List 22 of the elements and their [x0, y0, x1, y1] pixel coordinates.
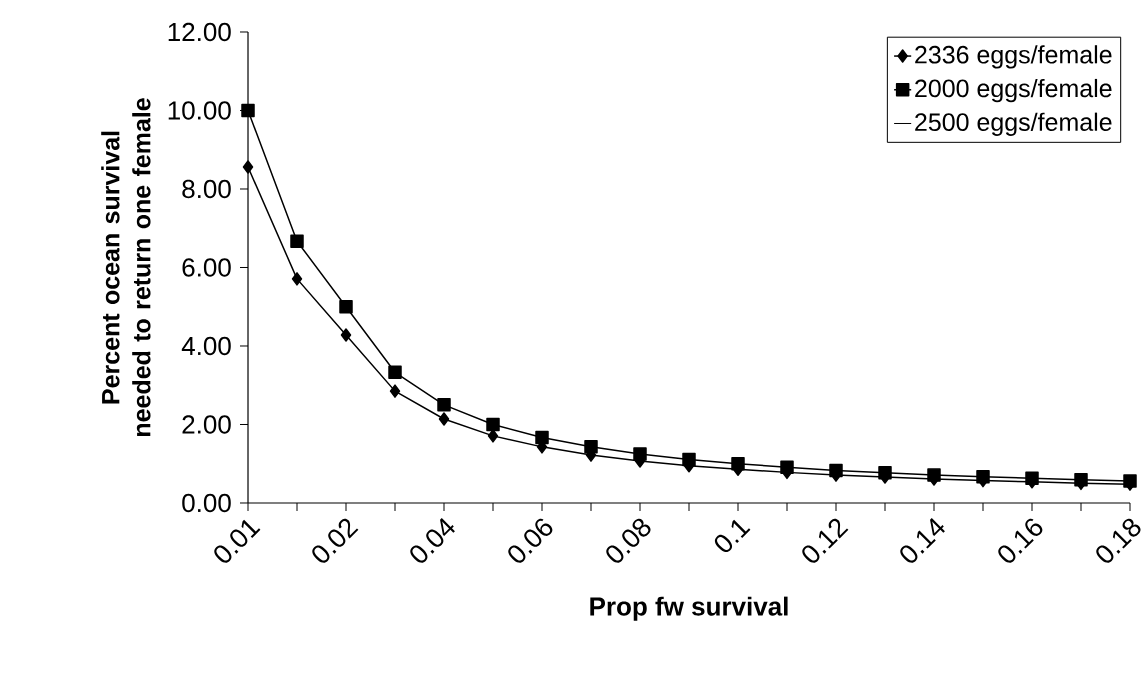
x-tick-label: 0.18 — [1096, 518, 1141, 563]
y-tick-label: 4.00 — [181, 336, 231, 356]
x-tick-label: 0.04 — [410, 518, 455, 563]
y-tick-label: 8.00 — [182, 179, 231, 199]
x-tick-label: 0.02 — [312, 518, 359, 563]
y-tick-label: 2.00 — [182, 415, 231, 434]
x-tick-label: 0.16 — [998, 518, 1043, 563]
y-tick-label: 10.00 — [168, 101, 231, 120]
y-tick-label: 0.00 — [182, 493, 231, 513]
x-tick-label: 0.1 — [714, 519, 751, 553]
x-tick-label: 0.06 — [508, 518, 553, 563]
x-axis-title: Prop fw survival — [590, 596, 788, 621]
y-tick-label: 6.00 — [182, 258, 231, 277]
x-tick-label: 0.01 — [214, 519, 261, 563]
y-axis-title: Percent ocean survival needed to return one female — [101, 98, 151, 437]
legend-label: 2000 eggs/female — [915, 78, 1112, 103]
legend-label: 2500 eggs/female — [915, 112, 1112, 136]
y-tick-label: 12.00 — [168, 22, 231, 42]
x-tick-label: 0.14 — [900, 518, 945, 563]
x-tick-label: 0.08 — [606, 518, 651, 563]
legend-label: 2336 eggs/female — [915, 45, 1112, 69]
x-tick-label: 0.12 — [802, 518, 849, 563]
